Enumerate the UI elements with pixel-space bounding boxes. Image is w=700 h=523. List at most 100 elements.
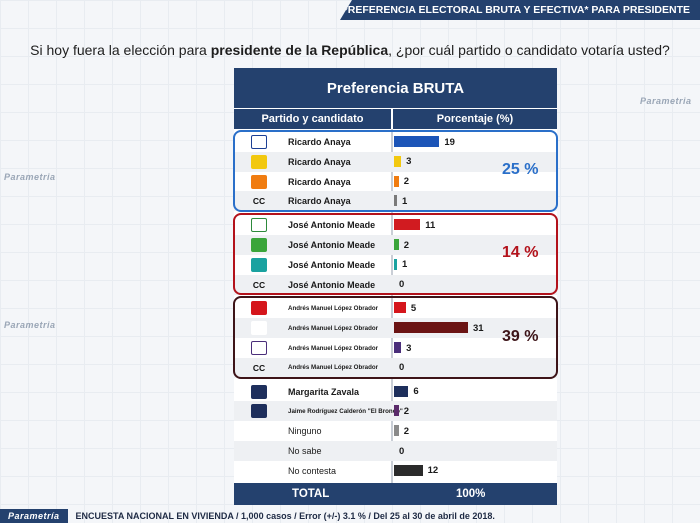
candidate-name: Ricardo Anaya: [288, 196, 351, 207]
candidate-name: Jaime Rodríguez Calderón "El Bronco": [288, 407, 403, 415]
bar: [394, 175, 399, 187]
data-label: 2: [403, 239, 410, 251]
chart-row: CC José Antonio Meade 0: [234, 274, 557, 295]
watermark-right: Parametria: [640, 96, 692, 106]
chart-row: No sabe 0: [234, 441, 557, 461]
data-label: 31: [473, 322, 484, 334]
data-label: 1: [402, 259, 408, 271]
data-label: 0: [399, 445, 405, 457]
chart-row: No contesta 12: [234, 461, 557, 481]
data-label: 3: [406, 342, 412, 354]
chart-row: Andrés Manuel López Obrador 3: [234, 338, 557, 358]
footer-brand: Parametría: [0, 509, 68, 523]
watermark-left-2: Parametria: [4, 320, 56, 330]
data-label: 19: [444, 136, 455, 148]
data-label: 2: [403, 405, 410, 417]
coalition-label: CC: [252, 362, 266, 373]
pri-logo-icon: [251, 218, 267, 233]
question-text-after: , ¿por cuál partido o candidato votaría …: [388, 42, 670, 58]
coalition-label: CC: [252, 196, 266, 207]
candidate-name: Ricardo Anaya: [288, 176, 351, 187]
morena-logo-icon: [251, 321, 267, 336]
coalition-label: CC: [252, 279, 266, 290]
group-total: 25 %: [502, 161, 539, 179]
bar: [394, 155, 402, 167]
candidate-name: José Antonio Meade: [288, 279, 376, 290]
bar: [394, 342, 402, 353]
watermark-left-1: Parametria: [4, 172, 56, 182]
data-label: 0: [399, 279, 405, 291]
candidate-name: Andrés Manuel López Obrador: [288, 324, 379, 332]
data-label: 11: [425, 219, 436, 231]
chart-row: Jaime Rodríguez Calderón "El Bronco" 2: [234, 401, 557, 422]
footer-note: ENCUESTA NACIONAL EN VIVIENDA / 1,000 ca…: [75, 511, 495, 521]
independent-logo-icon: [251, 404, 267, 419]
na-logo-icon: [251, 257, 267, 272]
chart-row: José Antonio Meade 11: [234, 215, 557, 235]
candidate-name: No contesta: [288, 465, 337, 476]
total-row: TOTAL 100%: [234, 483, 557, 505]
chart-row: Andrés Manuel López Obrador 31: [234, 318, 557, 339]
data-label: 2: [403, 425, 410, 437]
candidate-group-box: [233, 130, 558, 213]
chart-row: Ricardo Anaya 19: [234, 132, 557, 152]
candidate-name: José Antonio Meade: [288, 240, 376, 250]
column-divider: [391, 129, 393, 484]
candidate-name: José Antonio Meade: [288, 220, 376, 231]
candidate-name: Andrés Manuel López Obrador: [288, 364, 379, 372]
column-header-percentage: Porcentaje (%): [393, 109, 557, 129]
header-title: PREFERENCIA ELECTORAL BRUTA Y EFECTIVA* …: [340, 4, 690, 16]
pvem-logo-icon: [251, 238, 267, 252]
chart-row: Margarita Zavala 6: [234, 382, 557, 402]
data-label: 1: [402, 195, 408, 207]
chart-row: Ninguno 2: [234, 421, 557, 441]
pes-logo-icon: [251, 341, 267, 355]
group-total: 14 %: [502, 244, 539, 262]
total-value: 100%: [456, 488, 486, 500]
bar: [394, 302, 406, 314]
data-label: 6: [413, 386, 419, 398]
bar: [394, 385, 409, 397]
group-total: 39 %: [502, 327, 539, 345]
candidate-name: José Antonio Meade: [288, 259, 376, 270]
question-text-before: Si hoy fuera la elección para: [30, 42, 211, 58]
candidate-name: Margarita Zavala: [288, 386, 360, 397]
data-label: 3: [406, 156, 412, 168]
question-text-bold: presidente de la República: [210, 42, 389, 58]
bar: [394, 258, 397, 270]
chart-row: CC Ricardo Anaya 1: [234, 191, 557, 212]
column-header-party: Partido y candidato: [234, 109, 391, 129]
chart-row: CC Andrés Manuel López Obrador 0: [234, 357, 557, 378]
bar: [394, 195, 397, 207]
bar: [394, 405, 399, 417]
chart-row: Ricardo Anaya 3: [234, 151, 557, 172]
bar: [394, 136, 440, 147]
footer: Parametría ENCUESTA NACIONAL EN VIVIENDA…: [0, 509, 700, 523]
data-label: 2: [403, 176, 410, 188]
data-label: 0: [399, 362, 405, 374]
candidate-name: Ninguno: [288, 426, 322, 437]
data-label: 12: [427, 465, 439, 477]
chart-panel: Preferencia BRUTA Partido y candidato Po…: [233, 68, 558, 505]
candidate-name: Ricardo Anaya: [288, 137, 351, 147]
bar: [394, 219, 421, 231]
header-banner: PREFERENCIA ELECTORAL BRUTA Y EFECTIVA* …: [340, 0, 700, 20]
pan-logo-icon: [251, 135, 267, 149]
candidate-name: Andrés Manuel López Obrador: [288, 344, 379, 352]
chart-row: Andrés Manuel López Obrador 5: [234, 298, 557, 318]
candidate-group-box: [233, 296, 558, 379]
bar: [394, 425, 399, 437]
prd-logo-icon: [251, 154, 267, 169]
pt-logo-icon: [251, 301, 267, 316]
independent-logo-icon: [251, 384, 267, 399]
data-label: 5: [410, 302, 417, 314]
total-label: TOTAL: [292, 488, 330, 500]
candidate-name: Andrés Manuel López Obrador: [288, 304, 379, 312]
chart-row: Ricardo Anaya 2: [234, 172, 557, 192]
chart-title: Preferencia BRUTA: [234, 68, 557, 108]
candidate-name: Ricardo Anaya: [288, 156, 351, 167]
chart-row: José Antonio Meade 1: [234, 255, 557, 275]
candidate-group-box: [233, 213, 558, 296]
bar: [394, 239, 399, 250]
bar: [394, 464, 423, 476]
